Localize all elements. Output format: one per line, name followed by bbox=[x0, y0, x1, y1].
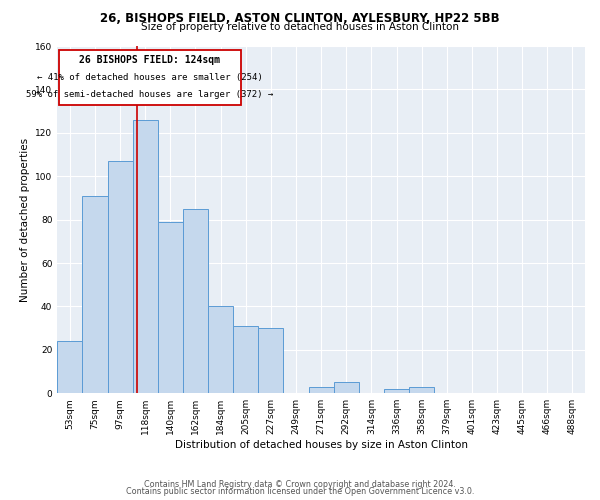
Bar bbox=[233, 326, 258, 393]
Text: Contains HM Land Registry data © Crown copyright and database right 2024.: Contains HM Land Registry data © Crown c… bbox=[144, 480, 456, 489]
Bar bbox=[208, 306, 233, 393]
Bar bbox=[183, 209, 208, 393]
Bar bbox=[158, 222, 183, 393]
Text: Size of property relative to detached houses in Aston Clinton: Size of property relative to detached ho… bbox=[141, 22, 459, 32]
Bar bbox=[334, 382, 359, 393]
Text: 26, BISHOPS FIELD, ASTON CLINTON, AYLESBURY, HP22 5BB: 26, BISHOPS FIELD, ASTON CLINTON, AYLESB… bbox=[100, 12, 500, 26]
Text: Contains public sector information licensed under the Open Government Licence v3: Contains public sector information licen… bbox=[126, 487, 474, 496]
Bar bbox=[384, 389, 409, 393]
Bar bbox=[133, 120, 158, 393]
Bar bbox=[258, 328, 283, 393]
Bar bbox=[82, 196, 107, 393]
Bar bbox=[57, 341, 82, 393]
Text: ← 41% of detached houses are smaller (254): ← 41% of detached houses are smaller (25… bbox=[37, 73, 262, 82]
Text: 26 BISHOPS FIELD: 124sqm: 26 BISHOPS FIELD: 124sqm bbox=[79, 55, 220, 65]
X-axis label: Distribution of detached houses by size in Aston Clinton: Distribution of detached houses by size … bbox=[175, 440, 467, 450]
Bar bbox=[409, 386, 434, 393]
Y-axis label: Number of detached properties: Number of detached properties bbox=[20, 138, 29, 302]
Bar bbox=[308, 386, 334, 393]
Bar bbox=[107, 161, 133, 393]
FancyBboxPatch shape bbox=[59, 50, 241, 104]
Text: 59% of semi-detached houses are larger (372) →: 59% of semi-detached houses are larger (… bbox=[26, 90, 273, 100]
